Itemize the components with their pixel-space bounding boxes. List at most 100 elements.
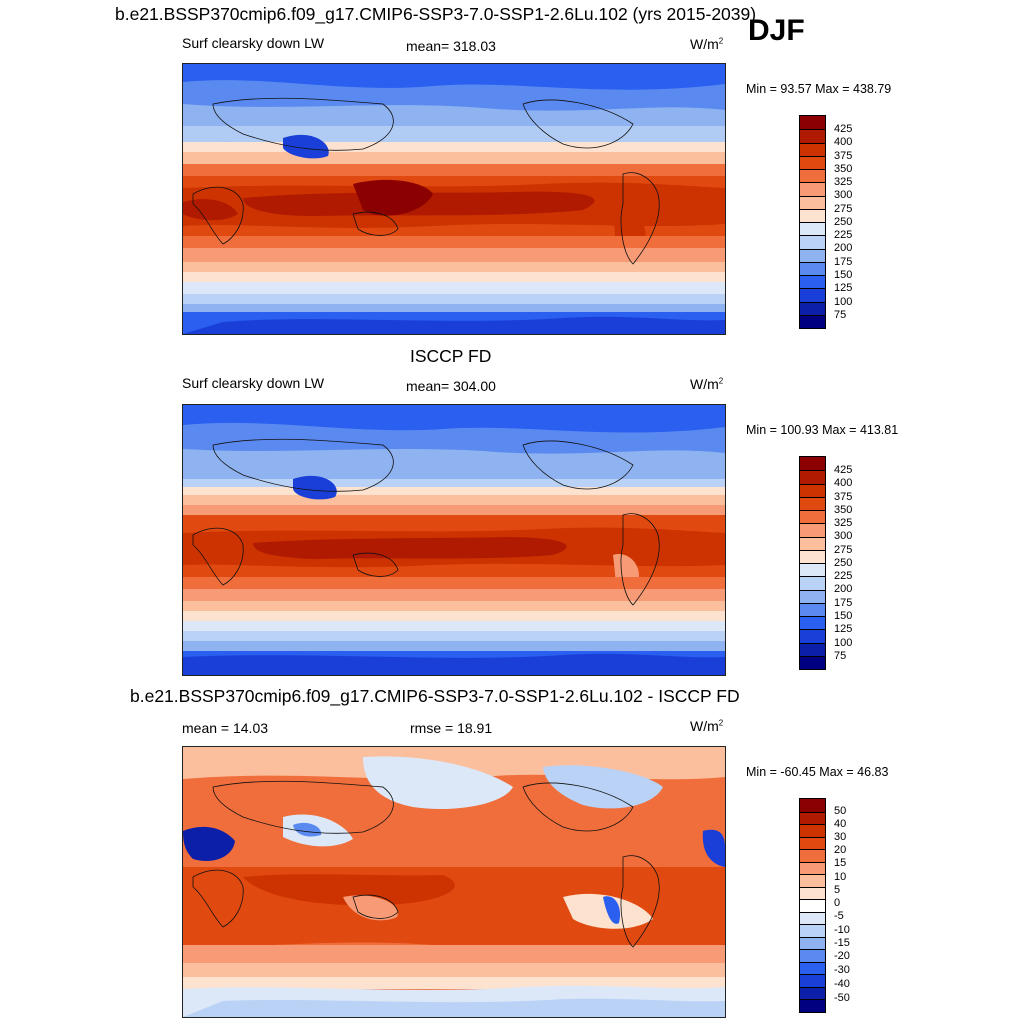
- panel3-colorbar-label: 10: [834, 871, 847, 883]
- panel1-colorbar-label: 350: [834, 163, 853, 175]
- panel2-colorbar-swatch: [800, 616, 825, 630]
- panel2-colorbar-swatch: [800, 629, 825, 643]
- panel2-colorbar-label: 425: [834, 464, 853, 476]
- panel2-colorbar-label: 325: [834, 517, 853, 529]
- panel3-units: W/m2: [690, 718, 724, 734]
- panel2-colorbar-swatch: [800, 589, 825, 603]
- panel1-colorbar-label: 125: [834, 282, 853, 294]
- panel3-colorbar-swatch: [800, 936, 825, 949]
- panel1-colorbar-label: 275: [834, 203, 853, 215]
- panel3-colorbar-label: 15: [834, 857, 847, 869]
- panel1-title: b.e21.BSSP370cmip6.f09_g17.CMIP6-SSP3-7.…: [115, 4, 757, 24]
- panel3-colorbar-swatch: [800, 974, 825, 987]
- panel3-mean-label: mean = 14.03: [182, 720, 269, 736]
- panel2-colorbar-label: 100: [834, 637, 853, 649]
- panel2-colorbar-label: 250: [834, 557, 853, 569]
- panel3-colorbar-label: -5: [834, 910, 844, 922]
- panel2-colorbar-swatch: [800, 496, 825, 510]
- panel3-colorbar-label: -30: [834, 964, 850, 976]
- panel3-colorbar-label: 5: [834, 884, 841, 896]
- panel1-colorbar-swatch: [800, 301, 825, 315]
- panel2-colorbar-swatch: [800, 523, 825, 537]
- panel3-colorbar-label: 0: [834, 897, 841, 909]
- panel2-colorbar-swatch: [800, 563, 825, 577]
- panel2-colorbar-swatch: [800, 457, 825, 471]
- panel2-field: [183, 405, 725, 675]
- panel3-map: [182, 746, 726, 1018]
- panel3-colorbar-swatch: [800, 861, 825, 874]
- panel1-colorbar-label: 100: [834, 296, 853, 308]
- panel3-colorbar-label: 30: [834, 831, 847, 843]
- panel3-colorbar-swatch: [800, 886, 825, 899]
- panel2-minmax: Min = 100.93 Max = 413.81: [746, 423, 899, 437]
- panel3-colorbar-swatch: [800, 999, 825, 1012]
- panel2-title: ISCCP FD: [410, 346, 492, 366]
- panel1-map: [182, 63, 726, 335]
- panel3-colorbar-swatch: [800, 949, 825, 962]
- panel1-colorbar-swatch: [800, 261, 825, 275]
- panel3-colorbar-swatch: [800, 849, 825, 862]
- panel1-colorbar-swatch: [800, 182, 825, 196]
- panel2-colorbar-label: 175: [834, 597, 853, 609]
- panel1-colorbar-swatch: [800, 314, 825, 328]
- panel1-colorbar-label: 175: [834, 256, 853, 268]
- panel1-colorbar-label: 400: [834, 136, 853, 148]
- panel2-colorbar-label: 150: [834, 610, 853, 622]
- panel2-colorbar-label: 400: [834, 477, 853, 489]
- panel1-colorbar-label: 150: [834, 269, 853, 281]
- panel2-colorbar-label: 275: [834, 544, 853, 556]
- panel2-mean-label: mean= 304.00: [406, 378, 496, 394]
- panel1-field: [183, 64, 725, 334]
- panel1-colorbar-swatch: [800, 288, 825, 302]
- panel1-mean-label: mean= 318.03: [406, 38, 496, 54]
- panel3-colorbar-label: -40: [834, 978, 850, 990]
- panel3-field: [183, 747, 725, 1017]
- panel3-rmse-label: rmse = 18.91: [410, 720, 493, 736]
- panel2-colorbar-swatch: [800, 549, 825, 563]
- panel1-colorbar-swatch: [800, 129, 825, 143]
- panel1-colorbar-label: 225: [834, 229, 853, 241]
- panel2-colorbar-label: 75: [834, 650, 847, 662]
- season-label: DJF: [748, 14, 805, 47]
- panel2-colorbar-swatch: [800, 536, 825, 550]
- panel2-colorbar-swatch: [800, 642, 825, 656]
- panel1-colorbar-swatch: [800, 235, 825, 249]
- panel3-colorbar-swatch: [800, 811, 825, 824]
- panel2-colorbar-swatch: [800, 483, 825, 497]
- panel2-colorbar: [799, 456, 826, 670]
- panel1-colorbar-label: 300: [834, 189, 853, 201]
- panel1-units: W/m2: [690, 36, 724, 52]
- panel3-colorbar-swatch: [800, 836, 825, 849]
- panel2-colorbar-swatch: [800, 470, 825, 484]
- panel3-colorbar-swatch: [800, 799, 825, 812]
- panel2-colorbar-label: 225: [834, 570, 853, 582]
- panel3-colorbar-label: -50: [834, 992, 850, 1004]
- panel1-colorbar-label: 75: [834, 309, 847, 321]
- panel3-minmax: Min = -60.45 Max = 46.83: [746, 765, 889, 779]
- panel1-colorbar-label: 375: [834, 150, 853, 162]
- panel3-colorbar-swatch: [800, 874, 825, 887]
- panel2-units: W/m2: [690, 376, 724, 392]
- panel3-colorbar-swatch: [800, 911, 825, 924]
- panel1-colorbar-swatch: [800, 116, 825, 130]
- panel3-colorbar-swatch: [800, 961, 825, 974]
- panel1-colorbar-label: 200: [834, 242, 853, 254]
- panel1-minmax: Min = 93.57 Max = 438.79: [746, 82, 892, 96]
- panel2-colorbar-label: 350: [834, 504, 853, 516]
- panel2-colorbar-label: 375: [834, 491, 853, 503]
- panel1-colorbar-label: 250: [834, 216, 853, 228]
- panel3-colorbar-swatch: [800, 824, 825, 837]
- panel1-colorbar: [799, 115, 826, 329]
- panel2-colorbar-label: 200: [834, 583, 853, 595]
- panel3-colorbar-label: -20: [834, 950, 850, 962]
- panel1-colorbar-label: 325: [834, 176, 853, 188]
- panel3-colorbar: [799, 798, 826, 1013]
- panel1-colorbar-swatch: [800, 195, 825, 209]
- panel3-colorbar-label: 20: [834, 844, 847, 856]
- panel2-variable-label: Surf clearsky down LW: [182, 375, 325, 391]
- panel1-variable-label: Surf clearsky down LW: [182, 35, 325, 51]
- panel1-colorbar-swatch: [800, 222, 825, 236]
- panel1-colorbar-swatch: [800, 248, 825, 262]
- panel2-colorbar-label: 300: [834, 530, 853, 542]
- panel2-map: [182, 404, 726, 676]
